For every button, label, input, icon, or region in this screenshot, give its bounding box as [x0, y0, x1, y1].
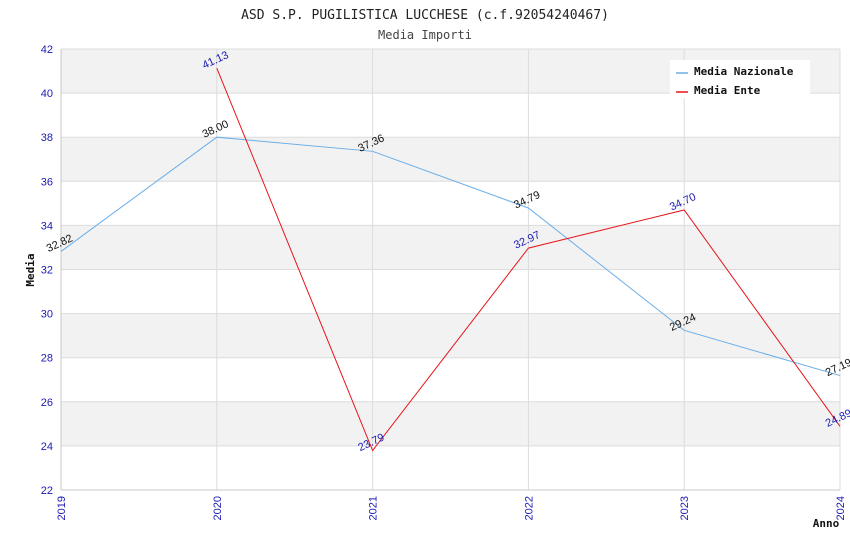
y-tick-label: 36 — [41, 176, 53, 188]
y-tick-label: 34 — [41, 220, 53, 232]
grid-band — [61, 401, 840, 446]
y-tick-label: 42 — [41, 44, 53, 56]
x-tick-label: 2021 — [368, 496, 380, 520]
axes — [60, 49, 840, 491]
chart-title: ASD S.P. PUGILISTICA LUCCHESE (c.f.92054… — [241, 8, 609, 23]
y-tick-label: 22 — [41, 485, 53, 497]
y-tick-label: 28 — [41, 353, 53, 365]
y-tick-label: 26 — [41, 397, 53, 409]
series-line-media-nazionale — [60, 136, 841, 377]
grid-band — [61, 225, 840, 270]
grid-band — [61, 313, 840, 358]
y-tick-label: 30 — [41, 309, 53, 321]
x-tick-label: 2023 — [679, 496, 691, 520]
x-tick-label: 2019 — [56, 496, 68, 520]
legend-background — [670, 60, 810, 98]
legend: Media Nazionale Media Ente — [670, 60, 810, 98]
y-tick-label: 38 — [41, 132, 53, 144]
series-line-media-ente — [216, 67, 841, 452]
x-axis-title: Anno — [813, 517, 840, 530]
grid-band — [61, 445, 840, 490]
x-tick-labels: 2019 2020 2021 2022 2023 2024 — [56, 496, 847, 520]
y-axis-title: Media — [24, 253, 37, 286]
x-tick-label: 2024 — [835, 496, 847, 520]
grid-band — [61, 357, 840, 402]
legend-label-media-nazionale: Media Nazionale — [694, 65, 794, 78]
series-group — [60, 67, 841, 452]
grid-band — [61, 181, 840, 226]
x-tick-label: 2022 — [523, 496, 535, 520]
y-tick-label: 40 — [41, 88, 53, 100]
chart-subtitle: Media Importi — [378, 28, 472, 42]
x-tick-label: 2020 — [212, 496, 224, 520]
y-tick-label: 32 — [41, 265, 53, 277]
y-tick-label: 24 — [41, 441, 53, 453]
grid-band — [61, 137, 840, 182]
grid-bands — [61, 49, 840, 490]
legend-label-media-ente: Media Ente — [694, 84, 761, 97]
grid-band — [61, 269, 840, 314]
grid-band — [61, 93, 840, 138]
y-tick-labels: 22 24 26 28 30 32 34 36 38 40 42 — [41, 44, 53, 497]
